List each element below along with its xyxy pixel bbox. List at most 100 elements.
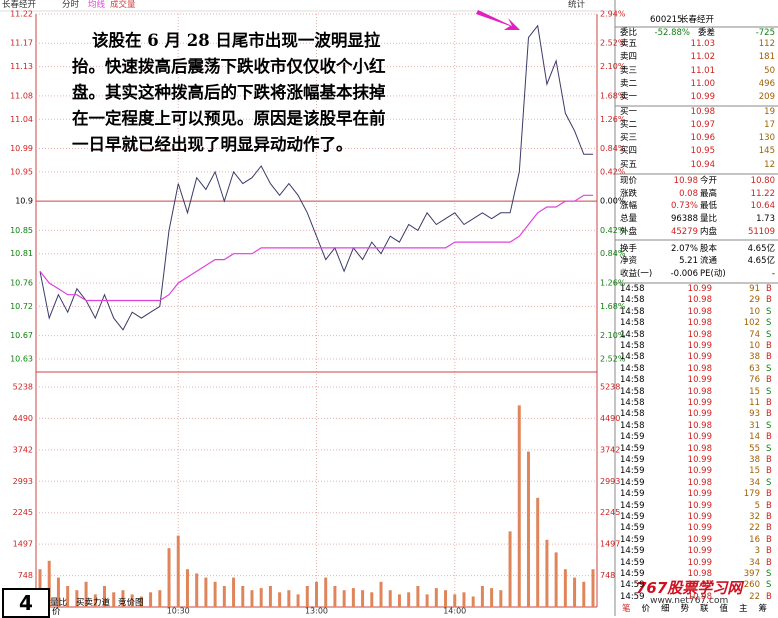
book-vol: 130 [758,133,775,144]
trade-time: 14:59 [620,477,645,488]
trade-price: 10.98 [687,420,712,431]
trade-vol: 16 [749,534,760,545]
trade-price: 10.99 [687,284,712,294]
volume-bar [241,585,245,607]
pct-label: 2.10% [600,62,626,71]
trade-price: 10.99 [687,409,712,420]
book-price: 10.97 [690,119,715,130]
trade-price: 10.98 [687,318,712,329]
trade-time: 14:58 [620,409,645,420]
trade-side: S [766,443,772,454]
panel-tab[interactable]: 主 [739,604,748,614]
trade-side: S [766,363,772,374]
panel-tab[interactable]: 价 [641,604,651,614]
trade-side: B [766,512,772,522]
trade-price: 10.98 [687,477,712,488]
vol-tick-label: 2245 [13,508,33,517]
quote-label: 收益(一) [620,268,653,279]
tab[interactable]: 均线 [88,0,106,10]
quote-val: 2.07% [670,243,698,254]
annotation: 该股在 6 月 28 日尾市出现一波明显拉 抬。快速拨高后震荡下跌收市仅仅收个小… [72,28,386,158]
quote-val: 4.65亿 [747,243,775,254]
panel-tab[interactable]: 联 [700,604,709,614]
trade-side: B [766,466,772,477]
trade-time: 14:59 [620,432,645,443]
quote-val: 10.64 [750,201,775,212]
book-price: 11.02 [690,52,715,63]
bottom-tab[interactable]: 量比 [50,598,68,608]
trade-time: 14:59 [620,580,645,591]
trade-price: 10.99 [687,455,712,465]
panel-tab[interactable]: 笔 [622,604,631,614]
volume-bar [444,590,448,607]
volume-bar [582,581,586,607]
y-tick-label: 10.76 [10,278,33,287]
trade-vol: 102 [743,318,760,329]
trade-time: 14:59 [620,443,645,454]
volume-bar [278,592,282,607]
trade-price: 10.99 [687,546,712,557]
bottom-tab[interactable]: 竞价图 [118,598,144,608]
book-vol: 145 [758,146,775,157]
volume-bar [47,560,51,607]
watermark-title: 767股票学习网 [636,579,743,597]
trade-side: B [766,455,772,465]
book-vol: 17 [764,119,775,130]
trade-price: 10.99 [687,432,712,443]
panel-tab[interactable]: 筹 [758,604,768,614]
trade-time: 14:58 [620,352,645,363]
quote-label: 股本 [700,243,718,254]
quote-label: 最低 [700,201,718,212]
trade-vol: 93 [749,409,760,420]
book-label: 买三 [620,133,638,144]
bottom-tab[interactable]: 买卖力道 [76,598,111,608]
volume-bar [287,590,291,607]
volume-bar [213,581,217,607]
trade-vol: 10 [749,306,760,317]
trade-side: S [766,386,772,397]
pct-label: 1.68% [600,302,626,311]
vol-tick-label-r: 3742 [600,445,620,454]
y-tick-label: 10.99 [10,144,33,153]
book-price: 11.00 [690,78,715,89]
panel-tab[interactable]: 值 [719,604,729,614]
volume-bar [56,577,60,607]
quote-label: 换手 [620,243,638,254]
volume-bar [296,594,300,607]
trade-time: 14:59 [620,569,645,579]
y-tick-label: 11.08 [10,91,33,100]
volume-bar [361,590,365,607]
book-label: 买四 [620,146,638,157]
quote-val: 10.98 [673,176,698,186]
quote-label: 现价 [620,176,638,186]
y-tick-label: 10.9 [15,197,33,206]
panel-tab[interactable]: 细 [661,604,670,614]
stat[interactable]: 统计 [568,0,586,10]
trade-side: B [766,523,772,534]
book-vol: 496 [758,78,775,89]
vol-tick-label-r: 5238 [600,383,620,392]
pct-label: 2.10% [600,331,626,340]
volume-bar [268,585,272,607]
trade-price: 10.97 [687,580,712,591]
volume-bar [195,573,199,607]
trade-time: 14:58 [620,306,645,317]
tab[interactable]: 分时 [62,0,80,10]
tab[interactable]: 成交量 [110,0,136,10]
trade-vol: 15 [749,386,760,397]
pct-label: 0.42% [600,226,626,235]
trade-side: B [766,341,772,351]
panel-tab[interactable]: 势 [680,604,690,614]
quote-label: 涨跌 [620,188,638,199]
watermark: 767股票学习网 www.net767.com [636,580,742,606]
trade-vol: 55 [749,443,760,454]
quote-val: -0.006 [670,268,698,279]
quote-label: 总量 [620,214,638,225]
volume-bar [66,585,70,607]
book-vol: 209 [758,92,775,103]
volume-bar [517,405,521,607]
quote-val: 10.80 [750,176,775,186]
trade-time: 14:58 [620,386,645,397]
bottom-left[interactable]: 价 [52,607,61,617]
